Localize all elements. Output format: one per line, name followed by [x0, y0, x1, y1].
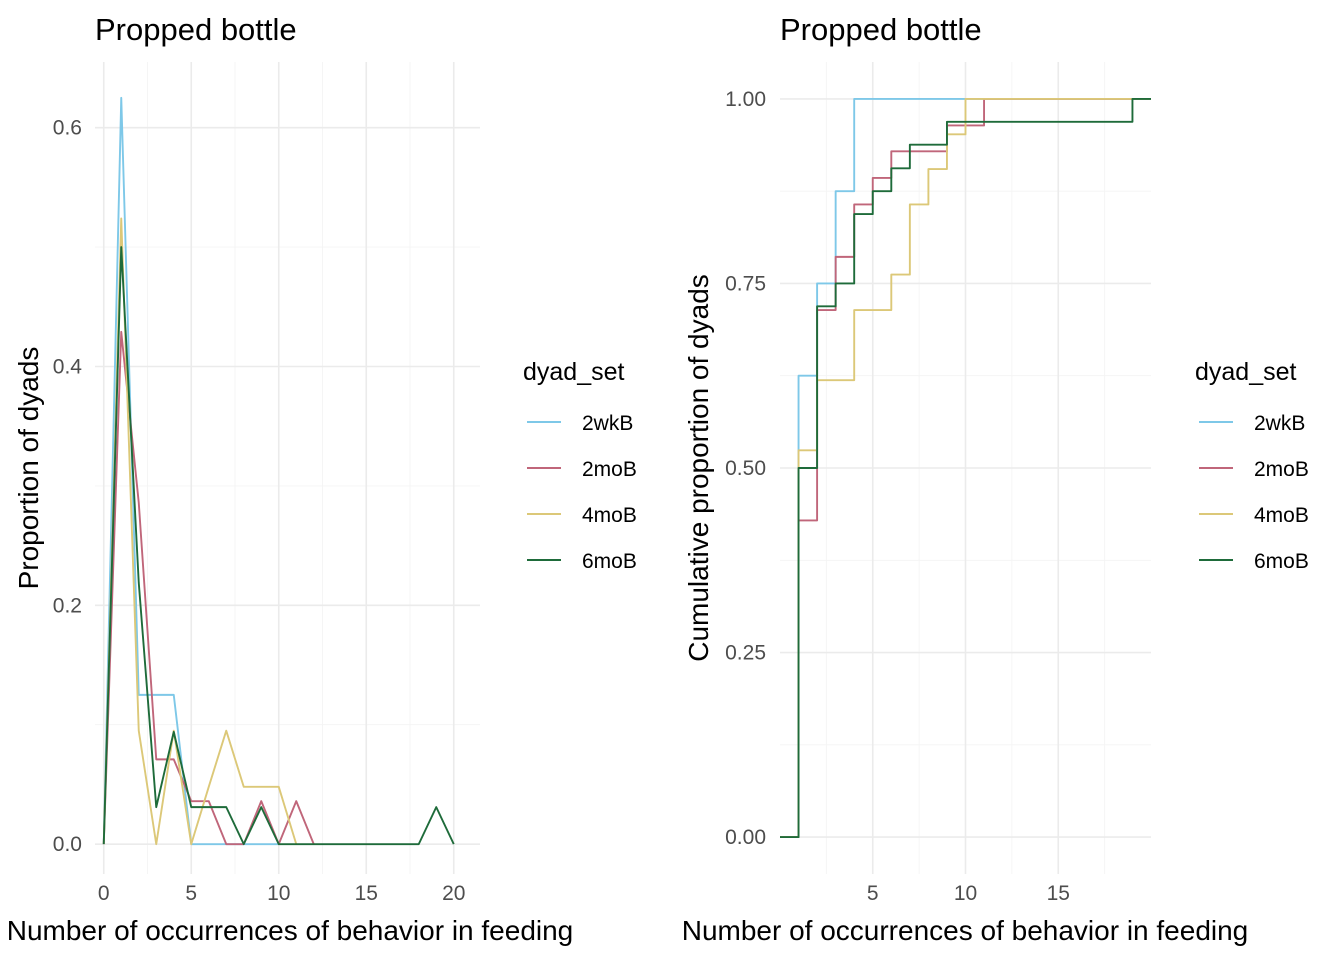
- y-tick-label: 0.6: [53, 117, 82, 140]
- y-tick-label: 0.25: [725, 642, 766, 665]
- x-tick-label: 20: [442, 882, 465, 905]
- x-tick-label: 5: [185, 882, 197, 905]
- series-line-4moB: [102, 217, 298, 846]
- chart-title: Propped bottle: [95, 12, 297, 47]
- series-line-6moB: [780, 97, 1151, 839]
- legend-label-2wkB: 2wkB: [582, 412, 633, 435]
- x-tick-labels: 0 5 10 15 20: [98, 882, 466, 905]
- y-axis-label: Proportion of dyads: [13, 347, 44, 590]
- x-axis-label: Number of occurrences of behavior in fee…: [7, 915, 574, 946]
- y-tick-label: 0.0: [53, 833, 82, 856]
- x-tick-label: 15: [1047, 882, 1070, 905]
- chart-title: Propped bottle: [780, 12, 982, 47]
- x-tick-label: 10: [267, 882, 290, 905]
- y-tick-labels: 0.00 0.25 0.50 0.75 1.00: [725, 88, 766, 849]
- series-line-6moB: [102, 246, 455, 846]
- y-tick-label: 0.75: [725, 272, 766, 295]
- y-axis-label: Cumulative proportion of dyads: [683, 274, 714, 662]
- plot-grid: [780, 62, 1151, 874]
- plot-series-lines: [102, 96, 455, 846]
- legend-label-4moB: 4moB: [582, 504, 637, 527]
- x-tick-labels: 5 10 15: [867, 882, 1070, 905]
- y-tick-label: 1.00: [725, 88, 766, 111]
- x-tick-label: 0: [98, 882, 110, 905]
- legend-label-2wkB: 2wkB: [1254, 412, 1305, 435]
- x-axis-label: Number of occurrences of behavior in fee…: [682, 915, 1249, 946]
- legend: dyad_set 2wkB 2moB 4moB 6moB: [1195, 358, 1309, 573]
- panel-density: Propped bottle 0.0 0.2 0.4 0.6 0 5 10 15 20 Num…: [7, 12, 637, 946]
- legend-label-2moB: 2moB: [582, 458, 637, 481]
- y-tick-labels: 0.0 0.2 0.4 0.6: [53, 117, 83, 856]
- legend-title: dyad_set: [523, 358, 625, 386]
- legend-label-6moB: 6moB: [1254, 550, 1309, 573]
- plot-series-lines: [780, 97, 1151, 839]
- legend-label-2moB: 2moB: [1254, 458, 1309, 481]
- legend: dyad_set 2wkB 2moB 4moB 6moB: [523, 358, 637, 573]
- y-tick-label: 0.50: [725, 457, 766, 480]
- legend-title: dyad_set: [1195, 358, 1297, 386]
- y-tick-label: 0.4: [53, 356, 83, 379]
- x-tick-label: 5: [867, 882, 879, 905]
- legend-label-4moB: 4moB: [1254, 504, 1309, 527]
- panel-cumulative: Propped bottle 0.00 0.25 0.50 0.75 1.00 5 10 1…: [682, 12, 1309, 946]
- y-tick-label: 0.2: [53, 594, 82, 617]
- x-tick-label: 10: [954, 882, 977, 905]
- legend-label-6moB: 6moB: [582, 550, 637, 573]
- x-tick-label: 15: [355, 882, 378, 905]
- y-tick-label: 0.00: [725, 826, 766, 849]
